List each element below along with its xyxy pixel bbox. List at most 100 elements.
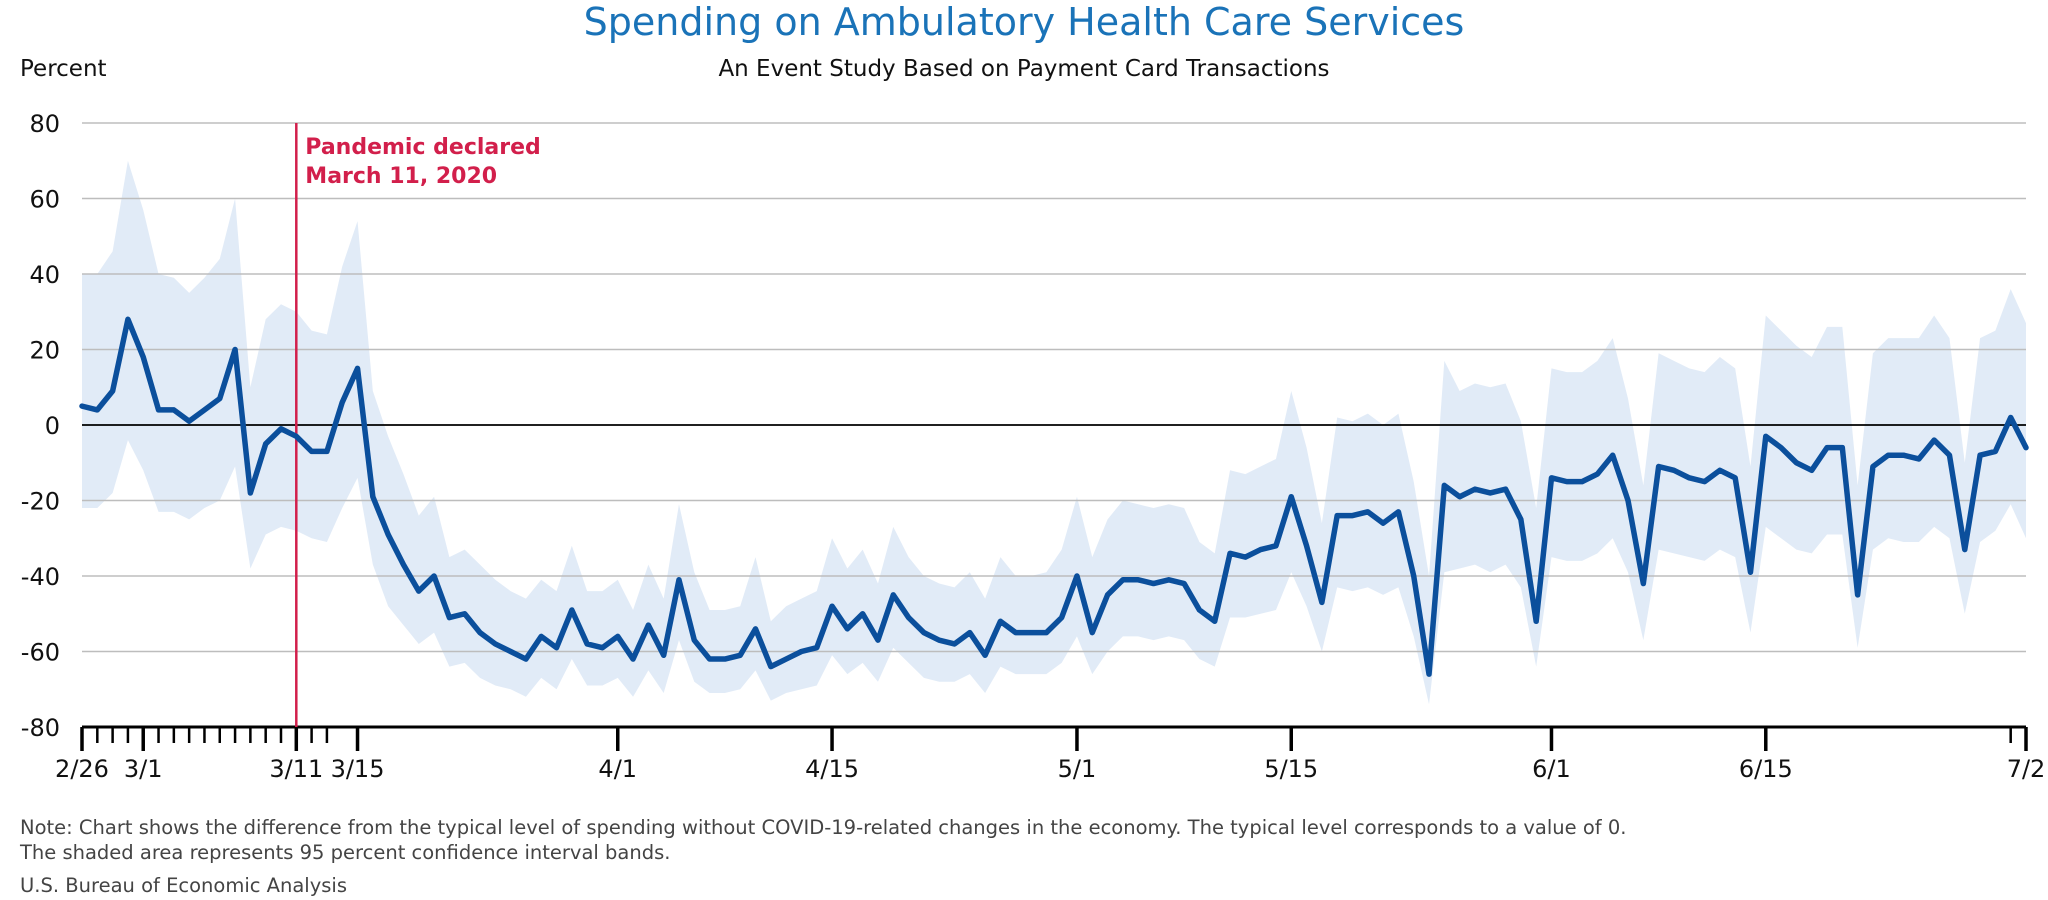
y-tick-label: 20 bbox=[29, 337, 60, 365]
data-point bbox=[1748, 570, 1753, 575]
data-point bbox=[753, 626, 758, 631]
data-point bbox=[1182, 581, 1187, 586]
data-point bbox=[294, 434, 299, 439]
data-point bbox=[1013, 630, 1018, 635]
data-point bbox=[1825, 445, 1830, 450]
data-point bbox=[830, 604, 835, 609]
data-point bbox=[1273, 543, 1278, 548]
data-point bbox=[125, 317, 130, 322]
data-point bbox=[998, 619, 1003, 624]
data-point bbox=[1932, 438, 1937, 443]
data-point bbox=[95, 407, 100, 412]
x-tick-label: 4/15 bbox=[805, 755, 859, 783]
data-point bbox=[539, 634, 544, 639]
data-point bbox=[1549, 475, 1554, 480]
data-point bbox=[1580, 479, 1585, 484]
line-chart: 80 60 40 20 0 -20 -40 -60 -80 2/26 3/1 3/11 3/15 4/1 4… bbox=[21, 110, 2046, 783]
x-tick-label: 7/2 bbox=[2007, 755, 2046, 783]
event-annotation-label: March 11, 2020 bbox=[305, 164, 497, 189]
data-point bbox=[1212, 619, 1217, 624]
data-point bbox=[1610, 453, 1615, 458]
data-point bbox=[1197, 607, 1202, 612]
data-point bbox=[1962, 547, 1967, 552]
y-tick-label: 80 bbox=[29, 110, 60, 138]
data-point bbox=[600, 645, 605, 650]
data-point bbox=[646, 623, 651, 628]
data-point bbox=[585, 641, 590, 646]
x-tick-label: 6/1 bbox=[1532, 755, 1571, 783]
data-point bbox=[447, 615, 452, 620]
data-point bbox=[355, 366, 360, 371]
data-point bbox=[80, 404, 84, 409]
data-point bbox=[692, 638, 697, 643]
data-point bbox=[110, 389, 115, 394]
data-point bbox=[768, 664, 773, 669]
data-point bbox=[493, 641, 498, 646]
data-point bbox=[508, 649, 513, 654]
data-point bbox=[1166, 577, 1171, 582]
data-point bbox=[983, 653, 988, 658]
note-line-1: Note: Chart shows the difference from th… bbox=[20, 816, 1627, 839]
data-point bbox=[171, 407, 176, 412]
data-point bbox=[1901, 453, 1906, 458]
data-point bbox=[263, 441, 268, 446]
data-point bbox=[1258, 547, 1263, 552]
data-point bbox=[2024, 445, 2028, 450]
data-point bbox=[202, 407, 207, 412]
data-point bbox=[141, 355, 146, 360]
chart-subtitle: An Event Study Based on Payment Card Tra… bbox=[718, 56, 1330, 82]
data-point bbox=[707, 657, 712, 662]
data-point bbox=[1289, 494, 1294, 499]
data-point bbox=[1350, 513, 1355, 518]
data-point bbox=[1151, 581, 1156, 586]
data-point bbox=[1947, 453, 1952, 458]
x-tick-label: 3/11 bbox=[269, 755, 323, 783]
data-point bbox=[1870, 464, 1875, 469]
data-point bbox=[799, 649, 804, 654]
x-tick-label: 2/26 bbox=[55, 755, 109, 783]
data-point bbox=[1396, 509, 1401, 514]
data-point bbox=[1656, 464, 1661, 469]
chart-note: Note: Chart shows the difference from th… bbox=[20, 815, 1626, 865]
chart-title: Spending on Ambulatory Health Care Servi… bbox=[583, 0, 1465, 44]
data-point bbox=[2008, 415, 2013, 420]
data-point bbox=[156, 407, 161, 412]
data-point bbox=[432, 574, 437, 578]
spending-series-line bbox=[79, 316, 2029, 677]
data-point bbox=[477, 630, 482, 635]
data-point bbox=[1809, 468, 1814, 473]
data-point bbox=[1365, 509, 1370, 514]
data-point bbox=[523, 657, 528, 662]
data-point bbox=[615, 634, 620, 639]
data-point bbox=[952, 641, 957, 646]
data-point bbox=[1044, 630, 1049, 635]
data-point bbox=[233, 347, 238, 352]
data-point bbox=[278, 426, 283, 431]
data-point bbox=[1641, 581, 1646, 586]
data-point bbox=[217, 396, 222, 401]
data-point bbox=[661, 653, 666, 658]
event-annotation-label: Pandemic declared bbox=[305, 135, 540, 160]
data-point bbox=[569, 607, 574, 612]
data-point bbox=[1518, 517, 1523, 522]
data-point bbox=[309, 449, 314, 454]
data-point bbox=[906, 615, 911, 620]
data-point bbox=[1442, 483, 1447, 488]
data-point bbox=[814, 645, 819, 650]
data-point bbox=[1978, 453, 1983, 458]
data-point bbox=[1534, 619, 1539, 624]
y-tick-label: -40 bbox=[21, 563, 60, 591]
x-tick-label: 3/1 bbox=[124, 755, 163, 783]
data-point bbox=[340, 400, 345, 405]
x-tick-label: 6/15 bbox=[1739, 755, 1793, 783]
data-point bbox=[1105, 592, 1110, 597]
data-point bbox=[187, 419, 192, 424]
source-credit: U.S. Bureau of Economic Analysis bbox=[20, 874, 348, 897]
data-point bbox=[1993, 449, 1998, 454]
data-point bbox=[1763, 434, 1768, 439]
y-tick-label: -60 bbox=[21, 639, 60, 667]
data-point bbox=[1671, 468, 1676, 473]
data-point bbox=[937, 638, 942, 643]
data-point bbox=[1595, 472, 1600, 477]
data-point bbox=[1916, 456, 1921, 461]
